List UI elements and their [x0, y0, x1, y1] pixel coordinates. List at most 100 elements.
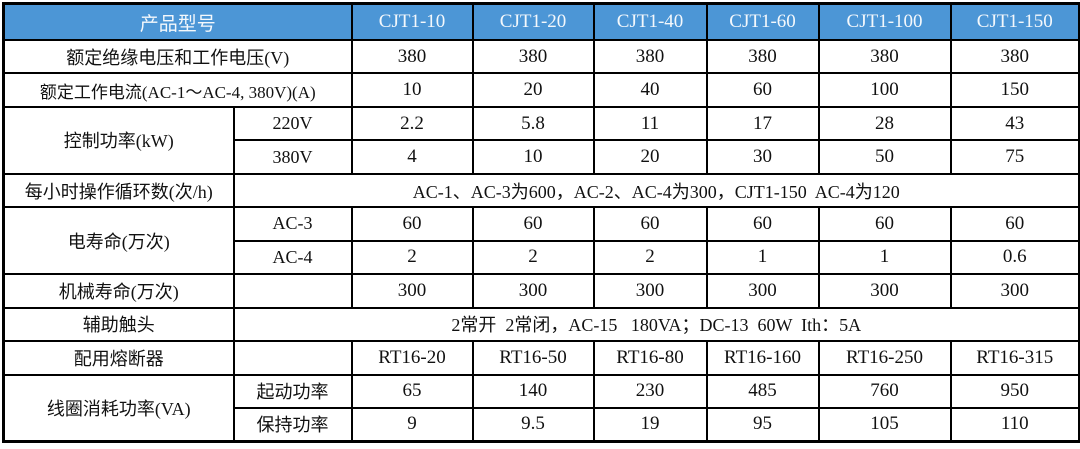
cell: 760 — [817, 373, 952, 409]
cell: 60 — [817, 206, 952, 242]
row-control-power-380v: 380V 4 10 20 30 50 75 — [4, 139, 1080, 175]
cell: 28 — [817, 105, 952, 142]
cell: 380 — [350, 38, 474, 75]
row-label: 额定工作电流(AC-1～AC-4, 380V)(A) — [2, 72, 353, 108]
header-model-cjt1-150: CJT1-150 — [949, 2, 1080, 41]
row-label: 每小时操作循环数(次/h) — [2, 172, 235, 209]
cell: 5.8 — [471, 105, 595, 142]
row-fuse: 配用熔断器 RT16-20 RT16-50 RT16-80 RT16-160 R… — [2, 340, 1080, 376]
row-operation-cycles: 每小时操作循环数(次/h) AC-1、AC-3为600，AC-2、AC-4为30… — [2, 172, 1080, 209]
cell: 60 — [705, 72, 820, 108]
sub-row-label: 保持功率 — [232, 406, 353, 443]
row-label: 配用熔断器 — [2, 340, 235, 376]
cell: 300 — [817, 273, 952, 309]
cell: 40 — [592, 72, 708, 108]
row-insulation-voltage: 额定绝缘电压和工作电压(V) 380 380 380 380 380 380 — [2, 38, 1080, 75]
cell: 2 — [350, 239, 474, 276]
cell: 20 — [592, 139, 708, 175]
row-mechanical-life: 机械寿命(万次) 300 300 300 300 300 300 — [2, 273, 1080, 309]
header-model-cjt1-10: CJT1-10 — [350, 2, 474, 41]
cell: 9 — [350, 406, 474, 443]
cell: 10 — [471, 139, 595, 175]
sub-row-label: 起动功率 — [232, 373, 353, 409]
cell: 110 — [949, 406, 1080, 443]
cell: 140 — [471, 373, 595, 409]
cell: 20 — [471, 72, 595, 108]
cell: 60 — [350, 206, 474, 242]
row-coil-power-hold: 保持功率 9 9.5 19 95 105 110 — [4, 406, 1080, 443]
cell: 300 — [949, 273, 1080, 309]
cell: 11 — [592, 105, 708, 142]
cell: RT16-250 — [817, 340, 952, 376]
cell: 150 — [949, 72, 1080, 108]
cell: 10 — [350, 72, 474, 108]
cell: RT16-50 — [471, 340, 595, 376]
row-rated-current: 额定工作电流(AC-1～AC-4, 380V)(A) 10 20 40 60 1… — [2, 72, 1080, 108]
cell: 65 — [350, 373, 474, 409]
cell: 380 — [471, 38, 595, 75]
header-model-cjt1-60: CJT1-60 — [705, 2, 820, 41]
header-product-model: 产品型号 — [2, 2, 353, 41]
cell: 43 — [949, 105, 1080, 142]
cell: 30 — [705, 139, 820, 175]
cell: 60 — [471, 206, 595, 242]
row-label: 额定绝缘电压和工作电压(V) — [2, 38, 353, 75]
row-auxiliary-contacts: 辅助触头 2常开 2常闭，AC-15 180VA；DC-13 60W Ith：5… — [2, 306, 1080, 343]
merged-value-cell: AC-1、AC-3为600，AC-2、AC-4为300，CJT1-150 AC-… — [232, 172, 1080, 209]
cell: 300 — [705, 273, 820, 309]
cell: 380 — [705, 38, 820, 75]
cell: 1 — [705, 239, 820, 276]
cell: 300 — [592, 273, 708, 309]
row-label: 控制功率(kW) — [2, 105, 235, 175]
header-model-cjt1-20: CJT1-20 — [471, 2, 595, 41]
row-coil-power-start: 线圈消耗功率(VA) 起动功率 65 140 230 485 760 950 — [2, 373, 1080, 443]
cell: 2.2 — [350, 105, 474, 142]
row-electrical-life-ac3: 电寿命(万次) AC-3 60 60 60 60 60 60 — [2, 206, 1080, 276]
cell: 50 — [817, 139, 952, 175]
cell: 19 — [592, 406, 708, 443]
row-control-power-220v: 控制功率(kW) 220V 2.2 5.8 11 17 28 43 — [2, 105, 1080, 175]
sub-row-label: AC-3 — [232, 206, 353, 242]
cell: 0.6 — [949, 239, 1080, 276]
cell: 380 — [817, 38, 952, 75]
cell: 300 — [350, 273, 474, 309]
cell: 380 — [592, 38, 708, 75]
cell: 95 — [705, 406, 820, 443]
row-label: 电寿命(万次) — [2, 206, 235, 276]
empty-cell — [232, 273, 353, 309]
row-label: 线圈消耗功率(VA) — [2, 373, 235, 443]
cell: 300 — [471, 273, 595, 309]
cell: 60 — [705, 206, 820, 242]
cell: 230 — [592, 373, 708, 409]
row-label: 辅助触头 — [2, 306, 235, 343]
cell: 950 — [949, 373, 1080, 409]
empty-cell — [232, 340, 353, 376]
header-model-cjt1-40: CJT1-40 — [592, 2, 708, 41]
cell: 100 — [817, 72, 952, 108]
cell: 105 — [817, 406, 952, 443]
sub-row-label: 380V — [232, 139, 353, 175]
cell: 75 — [949, 139, 1080, 175]
sub-row-label: AC-4 — [232, 239, 353, 276]
cell: 9.5 — [471, 406, 595, 443]
cell: 485 — [705, 373, 820, 409]
cell: 60 — [592, 206, 708, 242]
cell: 4 — [350, 139, 474, 175]
cell: 380 — [949, 38, 1080, 75]
cell: 60 — [949, 206, 1080, 242]
cell: RT16-20 — [350, 340, 474, 376]
row-label: 机械寿命(万次) — [2, 273, 235, 309]
merged-value-cell: 2常开 2常闭，AC-15 180VA；DC-13 60W Ith：5A — [232, 306, 1080, 343]
header-model-cjt1-100: CJT1-100 — [817, 2, 952, 41]
cell: 17 — [705, 105, 820, 142]
cell: RT16-160 — [705, 340, 820, 376]
cell: 1 — [817, 239, 952, 276]
cell: 2 — [592, 239, 708, 276]
sub-row-label: 220V — [232, 105, 353, 142]
cell: 2 — [471, 239, 595, 276]
row-electrical-life-ac4: AC-4 2 2 2 1 1 0.6 — [4, 239, 1080, 276]
cell: RT16-315 — [949, 340, 1080, 376]
header-row: 产品型号 CJT1-10 CJT1-20 CJT1-40 CJT1-60 CJT… — [2, 2, 1080, 41]
